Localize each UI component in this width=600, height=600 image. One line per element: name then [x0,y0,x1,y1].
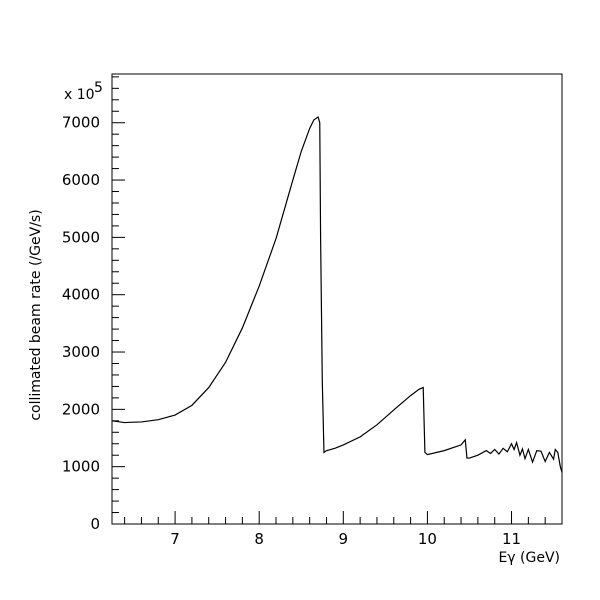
plot-frame [111,73,563,525]
y-axis-label: collimated beam rate (/GeV/s) [28,209,44,420]
x-tick-label: 8 [254,530,264,548]
y-tick-label: 6000 [62,171,100,189]
y-tick-label: 4000 [62,286,100,304]
y-multiplier-label: x 10 [64,87,95,103]
x-tick-label: 10 [418,530,437,548]
tick-labels: 7 8 9 10 11 0 1000 2000 3000 4000 5000 6000 7000 [62,114,521,548]
y-tick-label: 3000 [62,343,100,361]
y-tick-label: 0 [90,515,100,533]
y-tick-label: 7000 [62,114,100,132]
x-tick-label: 11 [502,530,521,548]
y-multiplier-exponent: 5 [94,80,103,96]
x-axis-label: Eγ (GeV) [498,550,560,566]
y-tick-label: 1000 [62,458,100,476]
x-tick-label: 9 [339,530,349,548]
y-tick-label: 5000 [62,228,100,246]
y-tick-label: 2000 [62,400,100,418]
series-line [111,116,563,473]
ticks [112,76,563,525]
x-tick-label: 7 [170,530,180,548]
